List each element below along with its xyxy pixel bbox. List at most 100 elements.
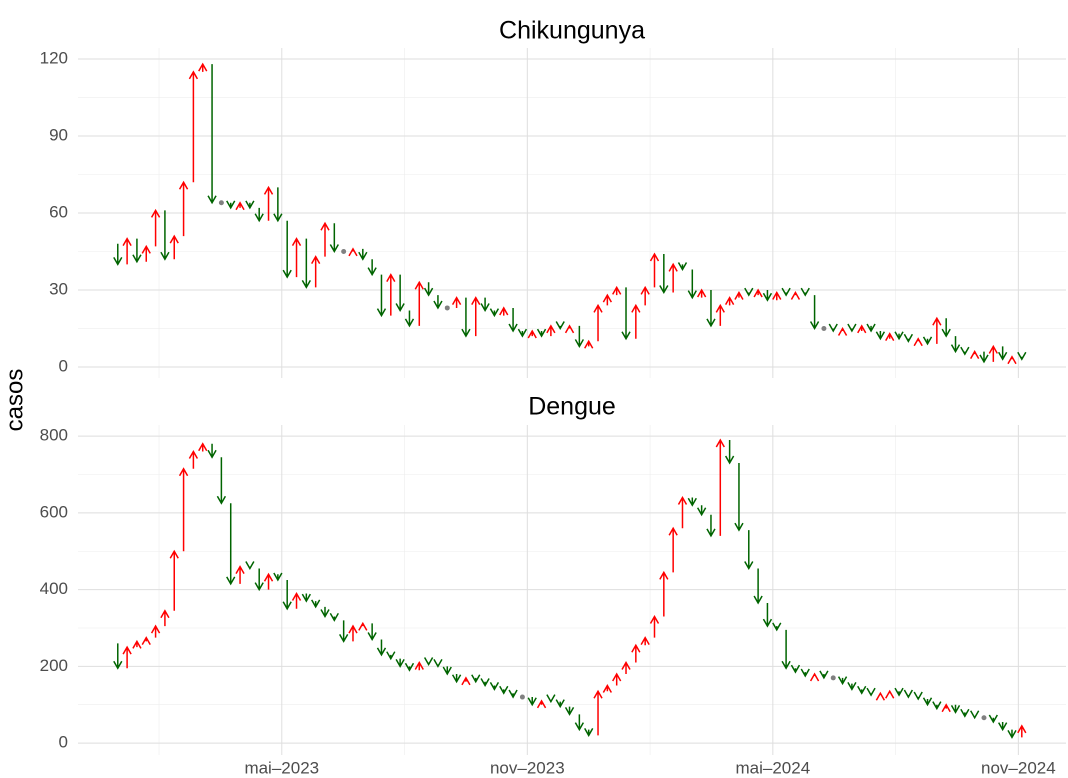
no-change-point	[444, 305, 450, 311]
arrow-up	[602, 684, 613, 693]
arrow-up	[1017, 724, 1027, 738]
arrow-up	[857, 324, 867, 334]
arrow-up	[593, 303, 603, 342]
arrow-down	[451, 674, 462, 684]
arrow-down	[932, 701, 942, 711]
arrow-up	[677, 496, 688, 529]
arrow-down	[979, 351, 989, 364]
arrow-down	[706, 289, 716, 328]
y-tick-label: 30	[49, 279, 68, 298]
arrow-up	[564, 324, 575, 334]
arrow-down	[790, 664, 801, 674]
arrow-up	[988, 344, 998, 362]
arrow-up	[753, 288, 763, 298]
arrow-down	[950, 336, 961, 354]
y-tick-label: 0	[59, 733, 68, 752]
arrow-up	[668, 526, 678, 573]
arrow-down	[1007, 729, 1017, 739]
arrow-up	[593, 689, 603, 736]
arrow-down	[800, 668, 810, 678]
no-change-point	[519, 694, 525, 700]
arrow-down	[584, 728, 594, 737]
arrow-up	[631, 303, 641, 339]
arrow-down	[254, 568, 264, 592]
arrow-up	[790, 291, 801, 300]
arrow-down	[471, 674, 481, 684]
arrow-down	[301, 238, 311, 289]
arrow-up	[263, 572, 274, 590]
arrow-down	[781, 629, 791, 670]
arrow-up	[132, 639, 142, 649]
arrow-down	[395, 274, 405, 313]
arrow-down	[216, 457, 227, 505]
arrow-down	[866, 687, 876, 697]
arrow-down	[847, 323, 857, 333]
arrow-up	[1007, 355, 1017, 365]
arrow-up	[837, 326, 848, 336]
arrow-down	[574, 714, 585, 732]
arrow-up	[724, 296, 735, 306]
y-tick-label: 400	[40, 579, 68, 598]
arrow-down	[273, 187, 283, 223]
arrow-up	[734, 291, 744, 300]
x-tick-label: mai–2024	[736, 758, 811, 777]
arrow-up	[696, 288, 707, 298]
arrow-down	[160, 210, 170, 261]
arrow-up	[970, 350, 980, 359]
y-tick-label: 60	[49, 202, 68, 221]
arrow-down	[800, 287, 810, 297]
arrow-down	[687, 497, 697, 507]
arrow-down	[226, 200, 236, 210]
no-change-point	[830, 675, 836, 681]
arrow-down	[433, 295, 443, 310]
arrow-up	[715, 438, 725, 536]
arrow-down	[226, 503, 236, 586]
arrow-down	[960, 708, 970, 718]
arrow-down	[687, 269, 697, 300]
arrow-up	[235, 201, 245, 211]
arrow-down	[772, 622, 782, 632]
arrow-up	[414, 280, 424, 326]
arrow-down	[367, 259, 377, 277]
arrow-down	[837, 676, 848, 686]
arrow-up	[291, 591, 302, 609]
arrow-up	[546, 324, 556, 337]
y-tick-label: 120	[40, 49, 68, 68]
arrow-down	[922, 336, 933, 346]
arrow-down	[998, 346, 1008, 361]
arrow-up	[160, 609, 170, 627]
arrow-up	[631, 643, 641, 663]
arrow-down	[753, 568, 763, 605]
arrow-down	[508, 307, 518, 333]
panel-title: Dengue	[528, 393, 616, 421]
arrow-down	[960, 346, 970, 356]
arrow-down	[489, 308, 500, 318]
arrow-up	[358, 621, 368, 631]
arrow-down	[527, 697, 537, 707]
arrow-down	[358, 248, 368, 261]
arrow-up	[668, 262, 678, 293]
arrow-up	[178, 467, 189, 552]
arrow-down	[659, 254, 669, 295]
arrow-down	[461, 297, 471, 338]
arrow-down	[113, 643, 123, 670]
arrow-down	[762, 603, 773, 628]
arrow-down	[970, 710, 980, 720]
panel-title: Chikungunya	[499, 17, 645, 45]
arrow-down	[903, 689, 914, 699]
arrow-down	[282, 220, 292, 279]
arrow-up	[584, 339, 594, 349]
arrow-up	[461, 676, 471, 686]
arrow-up	[169, 549, 179, 611]
arrow-down	[744, 287, 754, 297]
arrow-up	[659, 570, 669, 617]
arrow-down	[311, 599, 321, 609]
arrow-up	[188, 449, 199, 469]
arrow-down	[489, 682, 500, 691]
y-axis-label: casos	[1, 369, 28, 432]
arrow-down	[706, 514, 716, 538]
arrow-up	[875, 691, 886, 701]
no-change-point	[341, 248, 347, 254]
arrow-down	[376, 274, 387, 318]
